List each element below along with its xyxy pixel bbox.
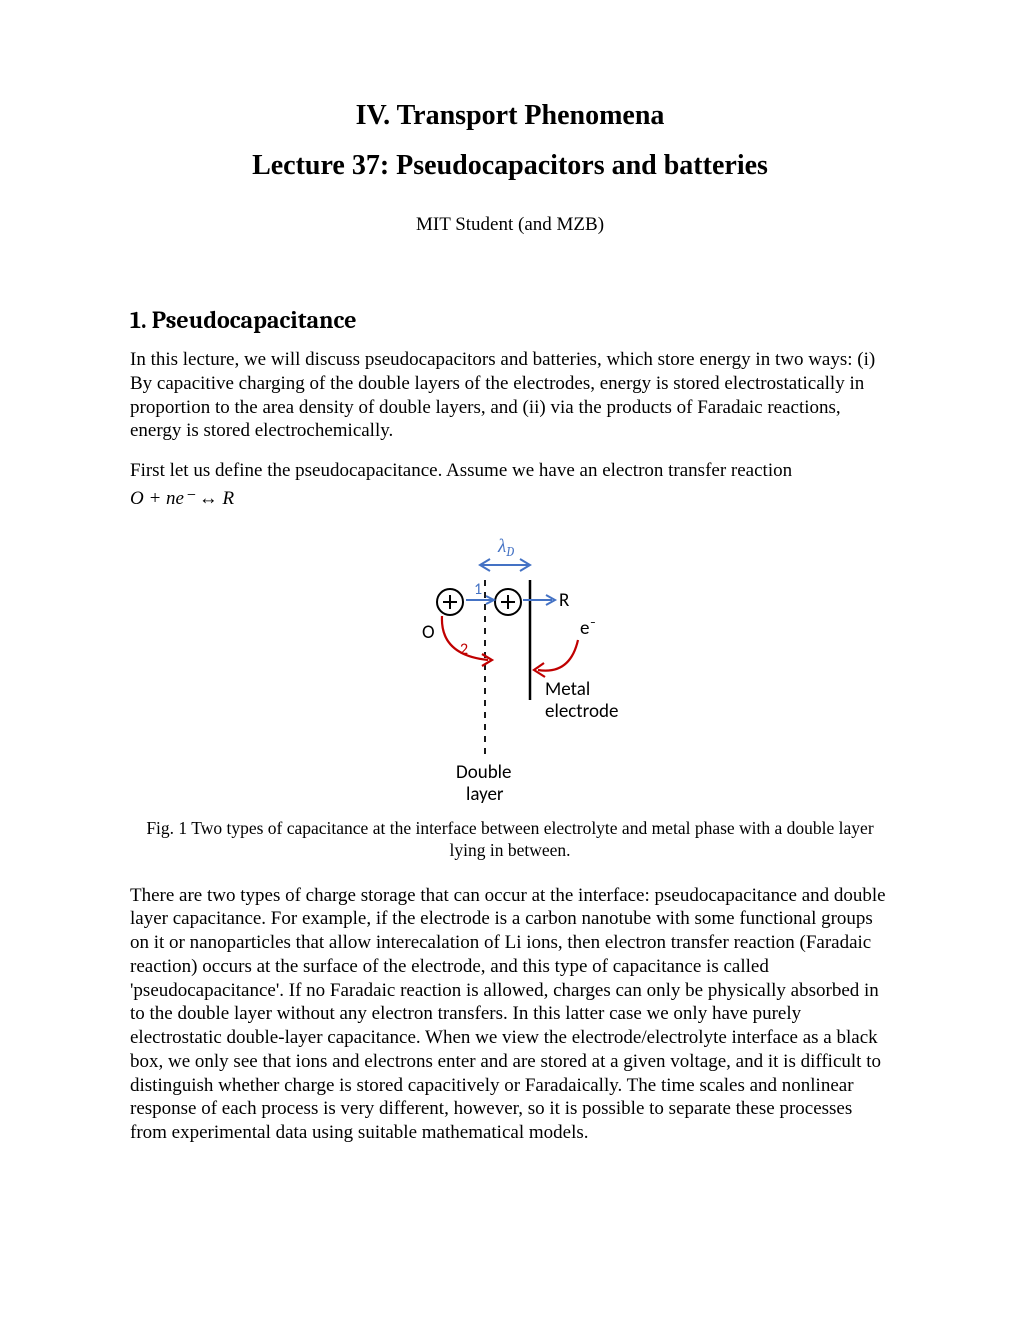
arrow-e-red — [534, 640, 578, 677]
plus-circle-right — [495, 589, 521, 615]
lambda-arrow: λD — [480, 535, 530, 571]
lambda-symbol: λ — [497, 535, 506, 557]
paragraph-explain: There are two types of charge storage th… — [130, 884, 890, 1145]
label-metal: Metal — [545, 678, 590, 701]
svg-text:2: 2 — [460, 640, 468, 659]
equation-reaction: O + ne⁻ ↔ R — [130, 487, 890, 510]
author-line: MIT Student (and MZB) — [130, 214, 890, 236]
lecture-title: Lecture 37: Pseudocapacitors and batteri… — [130, 150, 890, 182]
label-double: Double — [456, 761, 512, 784]
svg-text:1: 1 — [474, 580, 482, 599]
paragraph-define: First let us define the pseudocapacitanc… — [130, 459, 890, 483]
figure-1-diagram: λD O 1 R e⁻ — [370, 530, 650, 810]
plus-circle-left — [437, 589, 463, 615]
label-R: R — [559, 589, 570, 612]
lambda-sub: D — [505, 545, 514, 560]
label-layer: layer — [466, 783, 504, 806]
figure-1: λD O 1 R e⁻ — [130, 530, 890, 810]
section-number: IV. Transport Phenomena — [130, 100, 890, 132]
svg-text:λD: λD — [497, 535, 514, 560]
label-electrode: electrode — [545, 700, 618, 723]
label-O: O — [422, 621, 435, 644]
heading-pseudocapacitance: 1. Pseudocapacitance — [130, 306, 890, 334]
figure-1-caption: Fig. 1 Two types of capacitance at the i… — [140, 818, 880, 862]
label-e-minus: e⁻ — [580, 617, 596, 640]
paragraph-intro: In this lecture, we will discuss pseudoc… — [130, 348, 890, 443]
